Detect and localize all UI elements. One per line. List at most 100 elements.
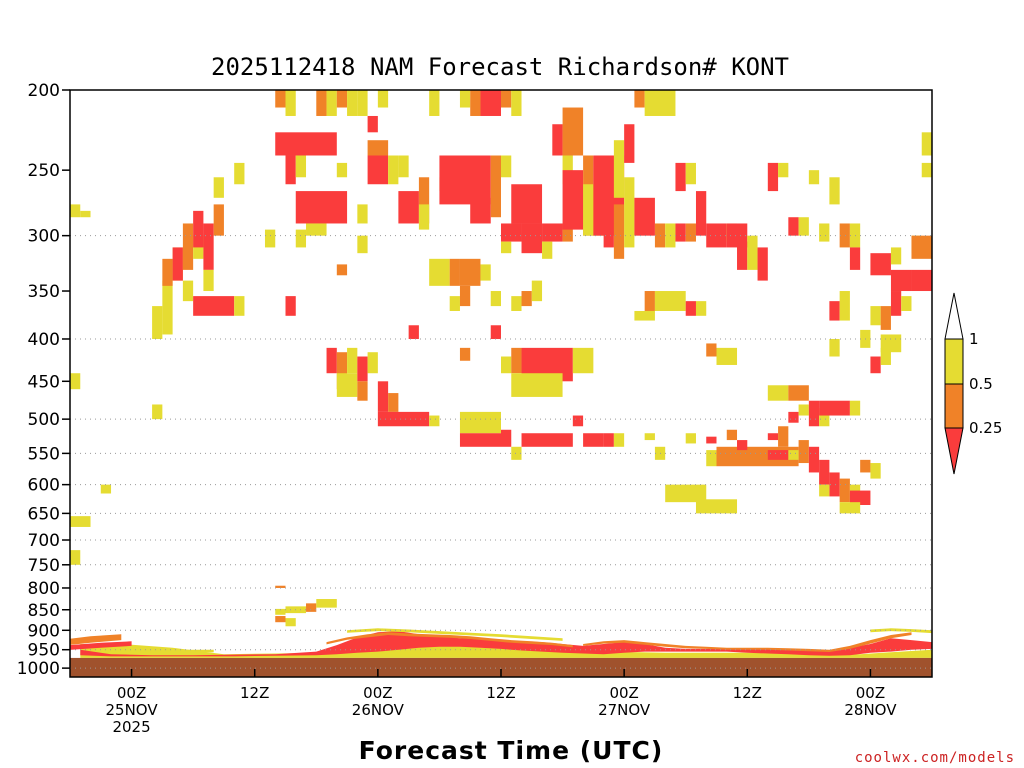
data-cell <box>808 170 820 185</box>
data-cell <box>357 381 368 401</box>
data-cell <box>726 223 748 248</box>
y-tick-label: 950 <box>28 641 60 661</box>
data-cell <box>511 347 522 374</box>
data-cell <box>849 247 861 270</box>
data-cell <box>921 132 932 156</box>
data-band <box>70 634 122 645</box>
data-cell <box>490 155 501 218</box>
data-cell <box>275 585 286 588</box>
data-cell <box>275 90 286 108</box>
data-cell <box>603 223 614 248</box>
data-cell <box>829 472 840 497</box>
data-cell <box>890 247 902 265</box>
data-cell <box>429 415 440 427</box>
data-cell <box>911 235 932 259</box>
x-axis-label: Forecast Time (UTC) <box>359 736 664 765</box>
data-cell <box>767 162 779 192</box>
data-cell <box>70 373 81 390</box>
data-cell <box>706 343 717 357</box>
data-cell <box>572 415 584 427</box>
data-cell <box>388 393 399 412</box>
data-cell <box>336 90 348 108</box>
y-tick-label: 400 <box>28 330 60 350</box>
data-cell <box>182 223 194 270</box>
colorbar: 1 0.5 0.25 <box>944 292 1002 475</box>
data-cell <box>788 411 799 423</box>
colorbar-segment <box>944 427 964 475</box>
data-cell <box>706 450 717 467</box>
data-cell <box>347 347 358 374</box>
data-cell <box>459 285 471 307</box>
data-cell <box>613 204 625 259</box>
data-cell <box>767 450 789 460</box>
data-cell <box>849 400 861 416</box>
data-cell <box>716 347 738 365</box>
data-cell <box>459 90 471 108</box>
data-cell <box>480 90 501 116</box>
data-cell <box>788 385 809 401</box>
y-tick-label: 450 <box>28 372 60 392</box>
data-cell <box>654 291 686 311</box>
data-cell <box>470 90 481 116</box>
data-cell <box>367 115 378 133</box>
data-cell <box>459 411 501 434</box>
data-cell <box>562 223 573 242</box>
data-cell <box>706 223 727 248</box>
data-cell <box>819 400 850 416</box>
data-cell <box>613 140 625 198</box>
data-cell <box>901 296 912 311</box>
data-cell <box>285 90 296 116</box>
data-cell <box>511 184 543 224</box>
chart-title: 2025112418 NAM Forecast Richardson# KONT <box>211 53 789 81</box>
data-cell <box>521 291 532 307</box>
data-cell <box>788 450 799 460</box>
data-cell <box>613 433 625 447</box>
y-tick-label: 850 <box>28 601 60 621</box>
data-cell <box>357 204 368 224</box>
y-tick-label: 800 <box>28 579 60 599</box>
data-cell <box>511 373 563 397</box>
y-tick-label: 700 <box>28 531 60 551</box>
data-cell <box>295 155 307 178</box>
data-cell <box>501 90 512 108</box>
data-cell <box>70 550 81 565</box>
data-cell <box>819 484 830 497</box>
data-cell <box>213 204 224 236</box>
data-cell <box>695 191 707 236</box>
data-cell <box>100 484 112 494</box>
data-cell <box>511 90 522 116</box>
data-band <box>347 628 563 641</box>
data-band <box>80 631 932 657</box>
data-cell <box>501 155 512 178</box>
data-cell <box>234 162 245 185</box>
data-cell <box>583 433 604 447</box>
data-cell <box>819 408 830 427</box>
data-cell <box>172 247 183 281</box>
data-cell <box>264 229 276 248</box>
data-cell <box>675 223 686 242</box>
data-cell <box>459 258 481 286</box>
data-cell <box>295 229 307 248</box>
data-cell <box>880 347 891 365</box>
data-cell <box>511 296 522 311</box>
data-cell <box>870 253 891 276</box>
data-cell <box>459 433 501 447</box>
y-tick-label: 200 <box>28 81 60 101</box>
data-cell <box>921 162 932 178</box>
data-cell <box>890 269 912 292</box>
boundary-layer <box>70 628 932 658</box>
y-tick-label: 300 <box>28 227 60 247</box>
data-cell <box>685 301 696 316</box>
y-tick-label: 550 <box>28 444 60 464</box>
data-cell <box>490 325 501 339</box>
data-cell <box>695 499 738 514</box>
data-cell <box>418 177 430 224</box>
data-cell <box>501 241 512 254</box>
data-cell <box>675 162 686 192</box>
credit-text: coolwx.com/models <box>855 750 1015 766</box>
data-cell <box>685 223 696 242</box>
data-cell <box>572 347 594 374</box>
data-cell <box>357 235 368 254</box>
data-band <box>326 632 573 648</box>
data-cell <box>624 124 635 163</box>
